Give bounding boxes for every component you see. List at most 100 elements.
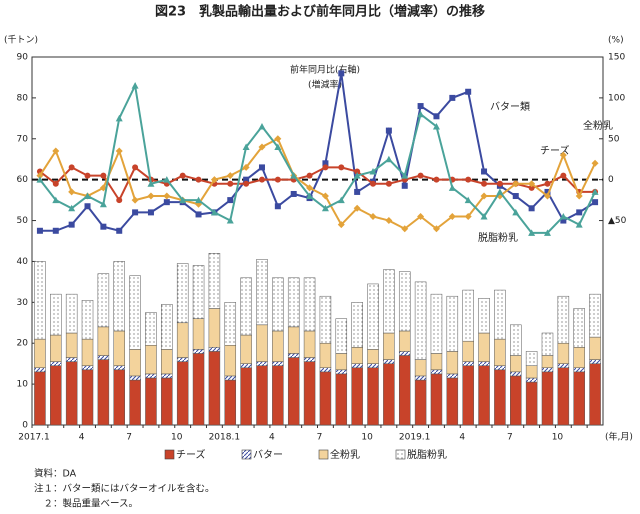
bar-segment [81, 369, 94, 426]
bar-segment [319, 371, 332, 426]
bar-segment [129, 349, 141, 377]
marker [591, 188, 599, 195]
marker [337, 196, 345, 204]
marker [354, 188, 361, 195]
x-tick-label: 4 [269, 433, 275, 443]
marker [448, 212, 456, 220]
bar-segment [446, 377, 459, 426]
bar-segment [367, 283, 379, 350]
bar-segment [97, 326, 110, 356]
marker [100, 223, 107, 230]
marker [417, 103, 424, 110]
bar-segment [161, 349, 173, 375]
bar-segment [478, 361, 490, 366]
bar-segment [510, 355, 522, 373]
marker [448, 184, 456, 191]
bar-segment [34, 367, 46, 373]
marker [575, 221, 583, 228]
bar-segment [176, 361, 189, 426]
marker [449, 94, 456, 101]
marker [543, 192, 551, 200]
bar-segment [573, 371, 585, 426]
marker [417, 172, 424, 179]
marker [560, 172, 567, 179]
legend-label: バター [253, 449, 283, 461]
marker [496, 188, 504, 195]
x-tick-label: 4 [459, 433, 465, 443]
marker [195, 211, 202, 218]
y2-axis-label: (%) [608, 36, 624, 46]
marker [242, 163, 250, 171]
marker [465, 88, 472, 95]
legend-label: 全粉乳 [330, 448, 360, 461]
bar-segment [97, 355, 110, 360]
bar-segment [462, 365, 474, 426]
bar-segment [50, 361, 62, 366]
x-tick-label: 2017.1 [18, 433, 50, 443]
bar-segment [129, 275, 141, 350]
marker [226, 217, 234, 224]
marker [401, 172, 409, 179]
bar-segment [494, 338, 506, 366]
legend-label: 脱脂粉乳 [407, 448, 447, 461]
marker [210, 208, 218, 216]
bar-segment [335, 353, 348, 371]
x-tick-label: 4 [79, 433, 85, 443]
y2-tick-label: 100 [608, 93, 625, 103]
line [39, 165, 596, 203]
bar-segment [34, 338, 46, 369]
bar-segment [272, 277, 284, 332]
bar-segment [176, 263, 189, 324]
marker [258, 123, 266, 130]
bar-segment [335, 318, 348, 354]
marker [210, 176, 218, 184]
bar-segment [34, 261, 46, 340]
bar-segment [319, 295, 332, 344]
bar-segment [287, 277, 300, 328]
marker [417, 212, 425, 220]
bar-segment [430, 353, 443, 371]
bar-segment [50, 334, 62, 362]
marker [131, 82, 139, 89]
bar-segment [192, 318, 205, 350]
marker [52, 180, 59, 187]
marker [52, 196, 60, 204]
bar-segment [113, 365, 125, 371]
legend-swatch [164, 449, 175, 460]
bar-segment [129, 375, 141, 381]
marker [290, 172, 298, 179]
marker [353, 172, 361, 179]
marker [163, 192, 171, 200]
annotation: (増減率) [308, 79, 342, 91]
bar-segment [462, 289, 474, 342]
y-tick-label: 90 [17, 53, 29, 63]
marker [480, 192, 488, 200]
bar-segment [589, 293, 601, 338]
marker [306, 172, 313, 179]
bar-segment [557, 367, 570, 426]
marker [131, 196, 139, 204]
bar-segment [65, 332, 78, 358]
marker [84, 203, 91, 210]
bar-segment [34, 371, 46, 426]
bar-segment [430, 369, 443, 375]
bar-segment [510, 371, 522, 377]
marker [179, 172, 186, 179]
marker [306, 192, 314, 200]
marker [433, 113, 440, 120]
bar-segment [383, 359, 395, 364]
bar-segment [541, 367, 554, 373]
marker [227, 180, 234, 187]
marker [401, 182, 408, 189]
bar-segment [367, 363, 379, 369]
y-tick-label: 0 [22, 421, 28, 431]
marker [99, 200, 107, 208]
bar-segment [145, 373, 157, 379]
marker [132, 164, 139, 171]
marker [132, 209, 139, 216]
note: ２：製品重量ベース。 [34, 498, 138, 510]
bar-segment [145, 312, 157, 346]
marker [84, 172, 91, 179]
marker [528, 229, 536, 236]
marker [68, 164, 75, 171]
